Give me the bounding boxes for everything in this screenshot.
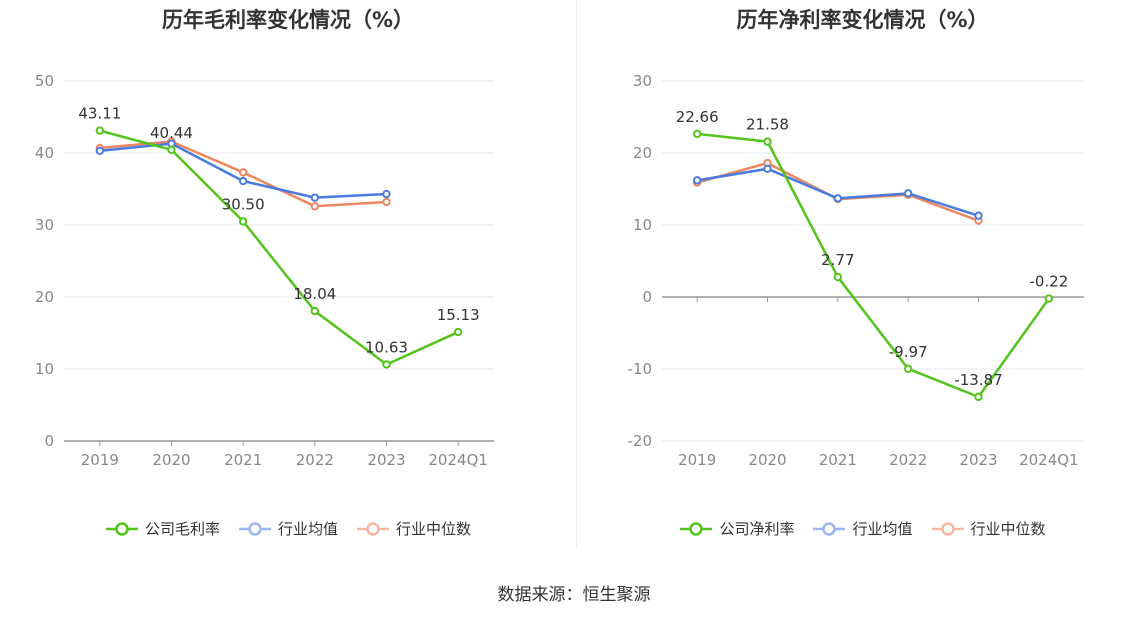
data-label: 43.11 bbox=[78, 105, 121, 123]
x-tick-label: 2024Q1 bbox=[1019, 451, 1079, 469]
data-label: 15.13 bbox=[437, 306, 480, 324]
data-label: -9.97 bbox=[889, 343, 928, 361]
data-point bbox=[167, 145, 176, 155]
series-line bbox=[696, 161, 979, 222]
legend: 公司净利率 行业均值 行业中位数 bbox=[577, 518, 1148, 539]
data-point bbox=[974, 392, 983, 402]
y-tick-label: 0 bbox=[44, 432, 54, 450]
legend-label: 行业中位数 bbox=[970, 520, 1046, 538]
data-point bbox=[974, 211, 983, 220]
data-point bbox=[833, 272, 843, 282]
data-point bbox=[453, 327, 463, 337]
legend-label: 公司净利率 bbox=[719, 520, 795, 538]
y-tick-label: 20 bbox=[35, 288, 54, 306]
data-label: 40.44 bbox=[150, 124, 193, 142]
data-point bbox=[238, 168, 248, 177]
data-point bbox=[238, 217, 248, 226]
legend-label: 行业均值 bbox=[277, 520, 338, 538]
x-tick-label: 2019 bbox=[678, 451, 716, 469]
data-label: 21.58 bbox=[746, 116, 789, 134]
y-tick-label: 40 bbox=[35, 144, 54, 162]
legend-swatch-icon bbox=[680, 521, 713, 536]
data-point bbox=[382, 360, 391, 369]
y-tick-label: 10 bbox=[633, 216, 652, 234]
legend-swatch-icon bbox=[105, 521, 138, 536]
data-point bbox=[833, 194, 843, 203]
data-point bbox=[382, 189, 391, 199]
chart-title: 历年毛利率变化情况（%） bbox=[161, 8, 415, 32]
series-line bbox=[99, 129, 459, 366]
y-tick-label: -20 bbox=[628, 432, 653, 450]
data-point bbox=[763, 137, 772, 146]
data-label: 22.66 bbox=[676, 108, 719, 126]
y-tick-label: 30 bbox=[35, 216, 54, 234]
series-line bbox=[697, 132, 1050, 399]
x-tick-label: 2024Q1 bbox=[428, 451, 488, 469]
legend-swatch-icon bbox=[357, 521, 389, 536]
y-tick-label: 50 bbox=[35, 72, 54, 90]
net-margin-plot: -20 -10 0 10 20 30 2019 2020 2021 2022 2023 2024Q1 2… bbox=[628, 72, 1084, 469]
legend-swatch-icon bbox=[813, 521, 846, 536]
legend-label: 行业中位数 bbox=[396, 520, 472, 538]
y-tick-label: 10 bbox=[35, 360, 54, 378]
chart-title: 历年净利率变化情况（%） bbox=[736, 8, 989, 32]
legend-label: 公司毛利率 bbox=[144, 520, 220, 538]
data-point bbox=[310, 306, 320, 316]
data-point bbox=[95, 126, 105, 135]
data-label: -13.87 bbox=[954, 371, 1002, 389]
data-point bbox=[763, 164, 772, 174]
x-tick-label: 2021 bbox=[224, 451, 262, 469]
legend-item-industry-mean[interactable]: 行业均值 bbox=[812, 518, 913, 539]
legend-swatch-icon bbox=[238, 521, 271, 536]
legend: 公司毛利率 行业均值 行业中位数 bbox=[0, 518, 576, 539]
data-point bbox=[310, 202, 320, 211]
x-tick-label: 2021 bbox=[819, 451, 857, 469]
data-point bbox=[95, 146, 105, 156]
legend-item-industry-median[interactable]: 行业中位数 bbox=[931, 518, 1046, 539]
legend-item-industry-median[interactable]: 行业中位数 bbox=[356, 518, 471, 539]
legend-item-company[interactable]: 公司毛利率 bbox=[105, 518, 220, 539]
y-tick-label: 0 bbox=[642, 288, 652, 306]
y-tick-label: -10 bbox=[628, 360, 653, 378]
gross-margin-chart: 历年毛利率变化情况（%） 0 10 20 30 40 50 2019 2020 2021 2022… bbox=[0, 0, 576, 560]
data-point bbox=[310, 193, 320, 202]
data-point bbox=[903, 364, 913, 373]
x-tick-label: 2020 bbox=[152, 451, 190, 469]
data-label: -0.22 bbox=[1029, 273, 1068, 291]
data-point bbox=[238, 176, 248, 186]
data-point bbox=[692, 129, 702, 139]
data-point bbox=[382, 197, 391, 207]
legend-label: 行业均值 bbox=[852, 520, 913, 538]
x-tick-label: 2023 bbox=[959, 451, 997, 469]
data-label: 30.50 bbox=[222, 195, 265, 213]
x-tick-label: 2023 bbox=[367, 451, 405, 469]
gross-margin-plot: 0 10 20 30 40 50 2019 2020 2021 2022 2023 2024Q1 43.… bbox=[35, 72, 494, 469]
series-line bbox=[696, 167, 979, 217]
data-point bbox=[903, 189, 913, 198]
x-tick-label: 2019 bbox=[81, 451, 119, 469]
data-source-note: 数据来源：恒生聚源 bbox=[497, 585, 651, 605]
legend-item-company[interactable]: 公司净利率 bbox=[679, 518, 794, 539]
data-label: 18.04 bbox=[293, 285, 336, 303]
legend-swatch-icon bbox=[931, 521, 964, 536]
net-margin-chart: 历年净利率变化情况（%） -20 -10 0 10 20 30 2019 2020 2021 20… bbox=[577, 0, 1148, 560]
x-tick-label: 2022 bbox=[889, 451, 927, 469]
data-label: 2.77 bbox=[821, 251, 854, 269]
panel-divider bbox=[576, 0, 577, 548]
data-point bbox=[692, 176, 702, 185]
y-tick-label: 30 bbox=[633, 72, 652, 90]
x-tick-label: 2020 bbox=[748, 451, 786, 469]
y-tick-label: 20 bbox=[633, 144, 652, 162]
data-point bbox=[1044, 294, 1054, 303]
x-tick-label: 2022 bbox=[296, 451, 334, 469]
legend-item-industry-mean[interactable]: 行业均值 bbox=[238, 518, 338, 539]
data-label: 10.63 bbox=[365, 338, 408, 356]
